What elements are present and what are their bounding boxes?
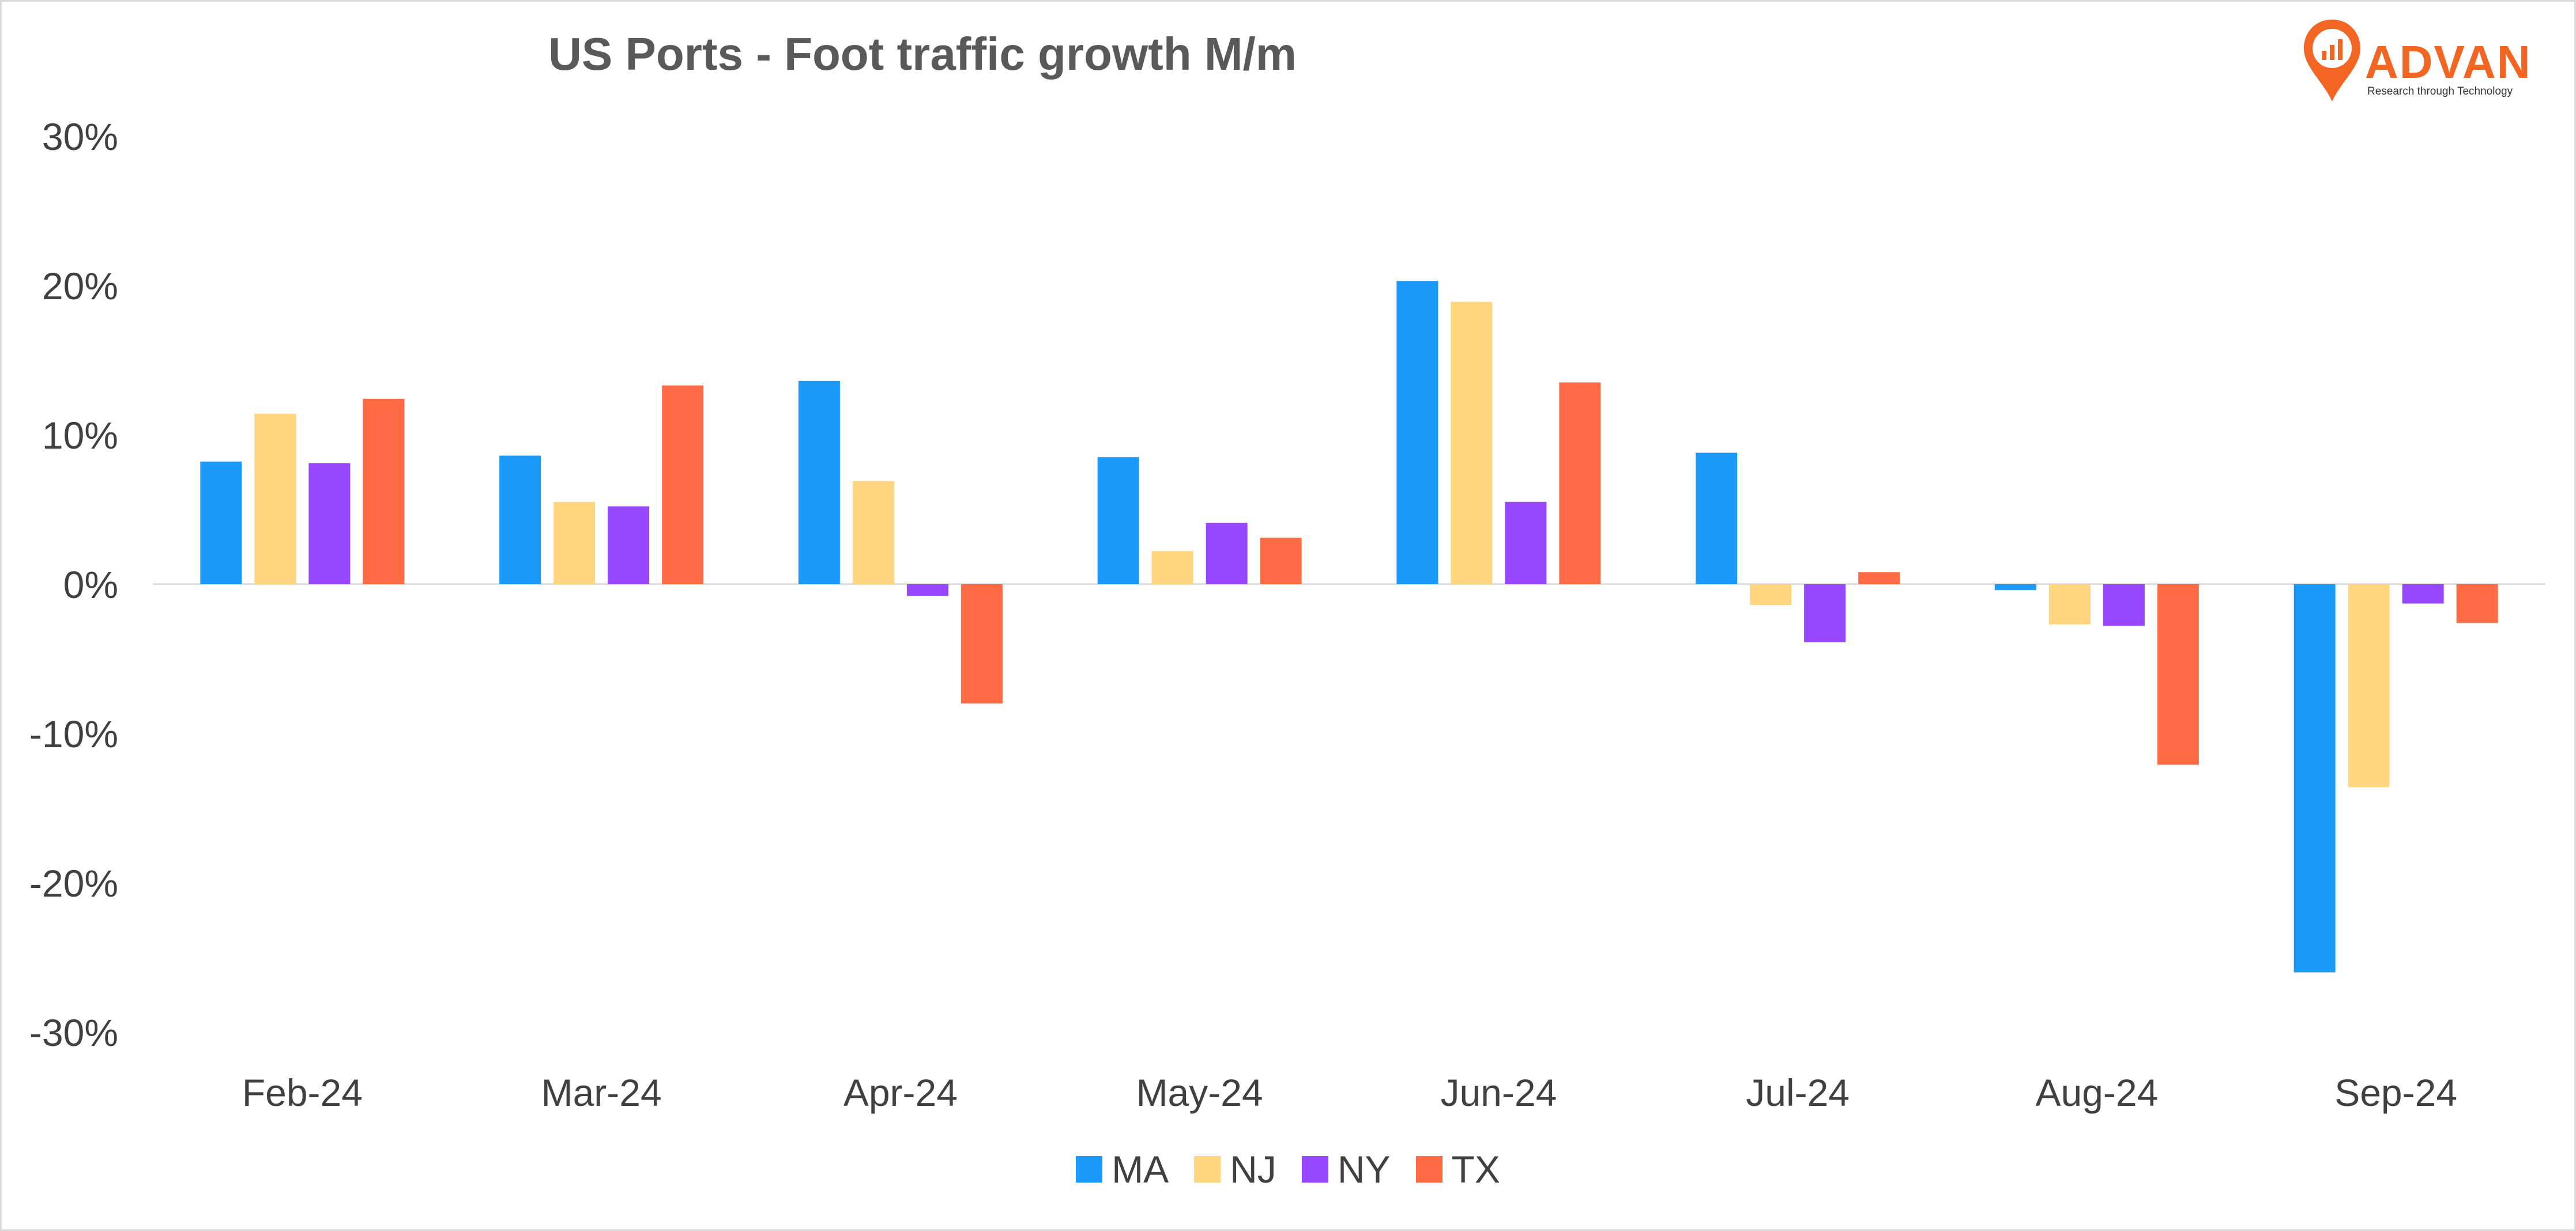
bar-tx-jul-24: [1858, 572, 1900, 584]
legend-label: MA: [1112, 1148, 1169, 1191]
bar-ny-apr-24: [906, 584, 948, 596]
x-tick-label: Sep-24: [2334, 1071, 2457, 1114]
y-tick-label: 0%: [63, 563, 118, 606]
y-tick-label: 10%: [42, 414, 118, 457]
bar-ny-sep-24: [2402, 584, 2444, 604]
legend-label: NJ: [1230, 1148, 1276, 1191]
bar-tx-sep-24: [2456, 584, 2498, 623]
bar-ma-may-24: [1097, 457, 1139, 584]
x-tick-label: Aug-24: [2035, 1071, 2158, 1114]
x-tick-label: Feb-24: [242, 1071, 363, 1114]
x-tick-label: Apr-24: [843, 1071, 958, 1114]
x-tick-label: Jul-24: [1746, 1071, 1850, 1114]
bar-nj-feb-24: [254, 413, 296, 584]
bar-ma-apr-24: [798, 381, 840, 584]
legend-label: NY: [1337, 1148, 1391, 1191]
x-tick-label: Jun-24: [1440, 1071, 1557, 1114]
bar-nj-jul-24: [1750, 584, 1792, 605]
advan-logo: ADVAN Research through Technology: [2300, 17, 2548, 104]
bar-tx-feb-24: [363, 398, 405, 584]
bar-ny-mar-24: [608, 506, 650, 584]
chart-legend: MA NJ NY TX: [0, 1147, 2576, 1191]
x-tick-label: May-24: [1136, 1071, 1263, 1114]
bar-tx-jun-24: [1559, 382, 1601, 584]
legend-swatch: [1194, 1156, 1221, 1183]
bar-ma-aug-24: [1994, 584, 2036, 590]
y-tick-label: -20%: [29, 862, 118, 905]
legend-item-tx: TX: [1415, 1147, 1500, 1191]
y-tick-label: 20%: [42, 265, 118, 307]
bar-tx-may-24: [1260, 537, 1302, 584]
bar-ny-jun-24: [1505, 502, 1547, 584]
legend-swatch: [1076, 1156, 1103, 1183]
bar-ma-feb-24: [200, 461, 242, 584]
bar-ny-jul-24: [1804, 584, 1846, 643]
bar-ny-feb-24: [308, 463, 351, 584]
bar-ny-may-24: [1206, 522, 1248, 584]
legend-swatch: [1415, 1156, 1443, 1183]
logo-tagline: Research through Technology: [2367, 85, 2513, 97]
y-tick-label: 30%: [42, 115, 118, 158]
legend-item-ma: MA: [1076, 1147, 1169, 1191]
legend-swatch: [1301, 1156, 1328, 1183]
y-tick-label: -10%: [29, 713, 118, 755]
location-pin-icon: [2304, 20, 2360, 101]
bar-tx-apr-24: [961, 584, 1003, 704]
bar-ma-jun-24: [1396, 281, 1438, 585]
legend-label: TX: [1451, 1148, 1500, 1191]
logo-wordmark: ADVAN: [2365, 36, 2532, 88]
bar-ma-jul-24: [1696, 453, 1738, 584]
bar-nj-apr-24: [852, 481, 894, 584]
legend-item-ny: NY: [1301, 1147, 1391, 1191]
bar-ma-mar-24: [499, 455, 541, 584]
bar-nj-jun-24: [1451, 302, 1493, 584]
x-tick-label: Mar-24: [541, 1071, 662, 1114]
y-tick-label: -30%: [29, 1011, 118, 1054]
bar-nj-may-24: [1151, 551, 1193, 584]
legend-item-nj: NJ: [1194, 1147, 1276, 1191]
bar-tx-mar-24: [662, 385, 704, 584]
bar-nj-mar-24: [553, 502, 596, 584]
bar-ny-aug-24: [2103, 584, 2145, 626]
chart-title: US Ports - Foot traffic growth M/m: [548, 28, 1297, 80]
bar-nj-sep-24: [2348, 584, 2390, 788]
bar-nj-aug-24: [2048, 584, 2091, 624]
bar-ma-sep-24: [2293, 584, 2336, 973]
bar-tx-aug-24: [2157, 584, 2199, 765]
